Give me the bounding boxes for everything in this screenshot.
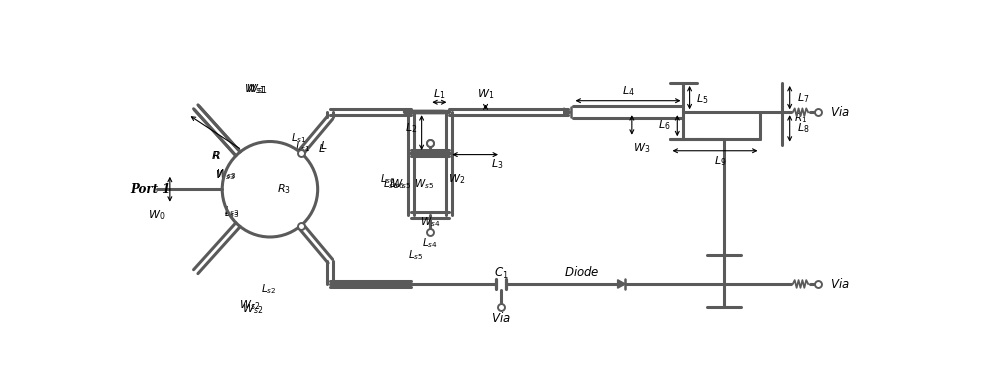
Text: $W_{s1}$: $W_{s1}$ xyxy=(246,82,268,96)
Text: $L_8$: $L_8$ xyxy=(797,122,810,135)
Polygon shape xyxy=(564,108,571,117)
Text: $W_{s3}$: $W_{s3}$ xyxy=(215,168,235,181)
Text: $C_1$: $C_1$ xyxy=(494,266,508,281)
Text: $R_3$: $R_3$ xyxy=(277,183,291,196)
Text: $L_{s3}$: $L_{s3}$ xyxy=(224,206,239,220)
Text: $L_{s3}$: $L_{s3}$ xyxy=(224,205,240,218)
Text: $W_3$: $W_3$ xyxy=(633,142,650,155)
Text: $W_1$: $W_1$ xyxy=(477,88,494,101)
Text: $W_{s4}$: $W_{s4}$ xyxy=(420,215,440,229)
Text: $L_7$: $L_7$ xyxy=(797,91,810,105)
Text: $Via$: $Via$ xyxy=(491,311,511,325)
Text: $W_{s2}$: $W_{s2}$ xyxy=(242,302,263,316)
Text: $W_0$: $W_0$ xyxy=(148,208,165,222)
Text: $L_5$: $L_5$ xyxy=(696,92,709,106)
Text: $L_{s4}$: $L_{s4}$ xyxy=(422,236,438,250)
Text: $L_{s2}$: $L_{s2}$ xyxy=(261,282,277,296)
Text: $L_{s6}$: $L_{s6}$ xyxy=(389,177,405,191)
Text: $L_{s6}$: $L_{s6}$ xyxy=(383,177,399,191)
Text: $L_2$: $L_2$ xyxy=(405,121,417,135)
Text: $R$: $R$ xyxy=(211,149,220,161)
Text: $W_{s5}$: $W_{s5}$ xyxy=(414,177,434,191)
Text: $L_1$: $L_1$ xyxy=(433,88,446,101)
Text: $L_{s1}$: $L_{s1}$ xyxy=(291,131,306,145)
Text: $L$: $L$ xyxy=(320,139,328,151)
Text: $L$: $L$ xyxy=(318,142,325,154)
Text: $R_1$: $R_1$ xyxy=(794,112,807,125)
Text: $Diode$: $Diode$ xyxy=(564,265,600,278)
Text: $W_{s2}$: $W_{s2}$ xyxy=(239,298,260,312)
Text: $Via$: $Via$ xyxy=(830,105,850,119)
Text: $L_4$: $L_4$ xyxy=(622,85,634,98)
Text: $W_{s5}$: $W_{s5}$ xyxy=(391,177,411,191)
Text: $W_{s1}$: $W_{s1}$ xyxy=(244,82,265,96)
Text: $W_{s3}$: $W_{s3}$ xyxy=(216,167,236,181)
Text: $R$: $R$ xyxy=(212,149,221,161)
Text: $W_2$: $W_2$ xyxy=(448,172,466,186)
Text: $L_6$: $L_6$ xyxy=(658,119,670,132)
Polygon shape xyxy=(618,280,625,288)
Text: $L_3$: $L_3$ xyxy=(491,157,503,171)
Text: $Via$: $Via$ xyxy=(830,277,850,291)
Text: $L_{s6}$: $L_{s6}$ xyxy=(380,172,396,186)
Text: $L_9$: $L_9$ xyxy=(714,154,727,168)
Text: $L_{s1}$: $L_{s1}$ xyxy=(295,140,311,154)
Text: $L_{s5}$: $L_{s5}$ xyxy=(408,248,424,262)
Text: Port 1: Port 1 xyxy=(130,183,170,196)
